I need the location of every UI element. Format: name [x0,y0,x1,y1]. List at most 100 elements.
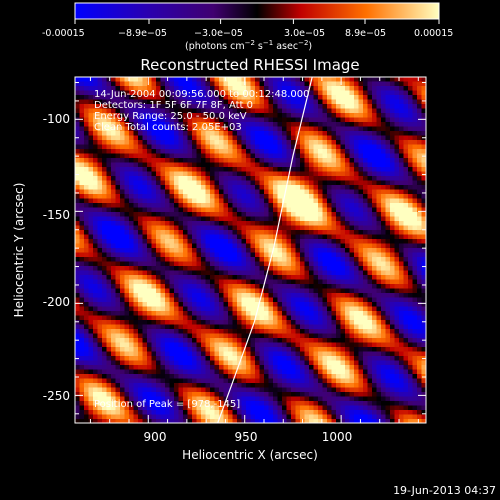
heatmap-cell [241,342,247,348]
heatmap-cell [340,329,346,334]
heatmap-cell [160,302,166,307]
heatmap-cell [403,194,409,199]
heatmap-cell [133,275,139,280]
heatmap-cell [367,284,373,289]
heatmap-cell [277,315,283,321]
heatmap-cell [313,360,319,366]
heatmap-cell [381,275,386,280]
heatmap-cell [88,320,94,325]
heatmap-cell [111,86,116,91]
heatmap-cell [165,153,170,159]
heatmap-cell [304,207,310,213]
heatmap-cell [318,194,323,199]
heatmap-cell [399,185,404,190]
heatmap-cell [313,180,319,186]
heatmap-cell [417,329,422,334]
heatmap-cell [354,158,359,163]
heatmap-cell [223,144,229,150]
heatmap-cell [120,140,125,145]
heatmap-cell [97,126,103,132]
heatmap-cell [277,279,283,285]
heatmap-cell [300,144,305,150]
heatmap-cell [259,248,265,253]
heatmap-cell [354,207,359,213]
heatmap-cell [210,333,215,339]
heatmap-cell [304,77,310,82]
heatmap-cell [300,243,305,249]
heatmap-cell [372,257,377,262]
heatmap-cell [205,113,211,118]
heatmap-cell [399,162,404,168]
heatmap-cell [106,81,112,87]
heatmap-cell [313,149,319,154]
heatmap-cell [102,248,107,253]
heatmap-cell [97,338,103,343]
heatmap-cell [340,315,346,321]
heatmap-cell [169,86,175,91]
heatmap-cell [165,216,170,222]
heatmap-cell [417,351,422,357]
heatmap-cell [192,333,197,339]
heatmap-cell [219,320,224,325]
heatmap-cell [340,176,346,181]
heatmap-cell [246,144,251,150]
heatmap-cell [111,198,116,204]
heatmap-cell [367,230,373,235]
heatmap-cell [75,189,80,195]
heatmap-cell [205,320,211,325]
heatmap-cell [165,275,170,280]
heatmap-cell [147,252,152,258]
heatmap-cell [412,261,418,267]
heatmap-cell [399,90,404,96]
heatmap-cell [349,356,355,361]
heatmap-cell [345,198,350,204]
heatmap-cell [273,171,278,177]
heatmap-cell [264,171,269,177]
heatmap-cell [394,171,400,177]
heatmap-cell [417,144,422,150]
heatmap-cell [183,302,188,307]
heatmap-cell [192,338,197,343]
heatmap-cell [138,306,143,312]
heatmap-cell [408,239,413,244]
heatmap-cell [232,275,238,280]
heatmap-cell [115,144,121,150]
heatmap-cell [385,324,391,330]
heatmap-cell [241,293,247,298]
heatmap-cell [84,216,89,222]
heatmap-cell [277,185,283,190]
heatmap-cell [363,90,368,96]
heatmap-cell [223,158,229,163]
heatmap-cell [88,131,94,136]
heatmap-cell [228,198,233,204]
heatmap-cell [241,275,247,280]
heatmap-cell [322,311,328,316]
heatmap-cell [165,306,170,312]
heatmap-cell [102,95,107,100]
heatmap-cell [372,243,377,249]
heatmap-cell [147,261,152,267]
heatmap-cell [97,302,103,307]
heatmap-cell [358,288,364,294]
heatmap-cell [178,216,184,222]
heatmap-cell [106,171,112,177]
heatmap-cell [232,306,238,312]
heatmap-cell [169,243,175,249]
heatmap-cell [381,252,386,258]
heatmap-cell [264,198,269,204]
heatmap-cell [84,324,89,330]
heatmap-cell [120,194,125,199]
heatmap-cell [291,135,296,141]
heatmap-cell [178,270,184,276]
heatmap-cell [417,95,422,100]
heatmap-cell [241,149,247,154]
heatmap-cell [313,302,319,307]
heatmap-cell [345,77,350,82]
heatmap-cell [156,320,161,325]
heatmap-cell [313,243,319,249]
heatmap-cell [228,131,233,136]
heatmap-cell [304,126,310,132]
heatmap-cell [232,288,238,294]
heatmap-cell [286,270,292,276]
heatmap-cell [250,185,256,190]
